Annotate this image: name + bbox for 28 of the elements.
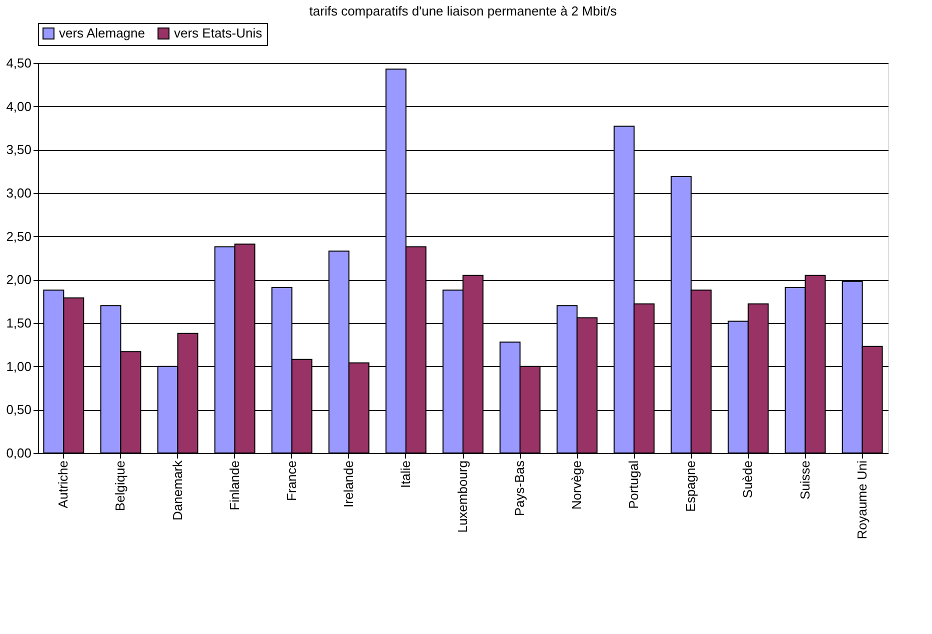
x-tick-label: France	[284, 460, 299, 501]
x-tick-label: Norvège	[569, 460, 584, 510]
y-tick-label: 3,50	[6, 142, 32, 158]
x-tick-label: Italie	[398, 460, 413, 488]
y-tick-label: 4,50	[6, 56, 32, 70]
y-tick-label: 1,00	[6, 358, 32, 374]
x-tick-label: Danemark	[170, 460, 185, 520]
x-tick-label: Irelande	[340, 460, 356, 508]
y-tick-label: 3,00	[6, 186, 32, 200]
y-tick-label: 2,00	[6, 272, 32, 288]
x-tick-label: Finlande	[226, 460, 242, 510]
x-tick-label: Belgique	[112, 460, 128, 512]
x-tick-label: Royaume Uni	[854, 460, 870, 540]
x-tick-label: Suède	[740, 460, 756, 498]
x-tick-label: Pays-Bas	[512, 460, 528, 516]
y-tick-label: 4,00	[6, 98, 32, 114]
x-tick-label: Suisse	[797, 460, 812, 500]
y-tick-label: 2,50	[6, 228, 32, 244]
x-tick-label: Portugal	[626, 460, 642, 509]
y-tick-label: 0,50	[6, 402, 32, 418]
x-tick-label: Autriche	[56, 460, 71, 508]
y-tick-label: 1,50	[6, 316, 32, 330]
legend-label: vers Etats-Unis	[174, 26, 263, 41]
x-tick-label: Espagne	[683, 460, 698, 512]
legend-label: vers Alemagne	[59, 26, 145, 41]
y-tick-label: 0,00	[6, 446, 32, 460]
chart-title: tarifs comparatifs d'une liaison permanente à 2 Mbit/s	[309, 4, 618, 18]
x-tick-label: Luxembourg	[455, 460, 470, 533]
